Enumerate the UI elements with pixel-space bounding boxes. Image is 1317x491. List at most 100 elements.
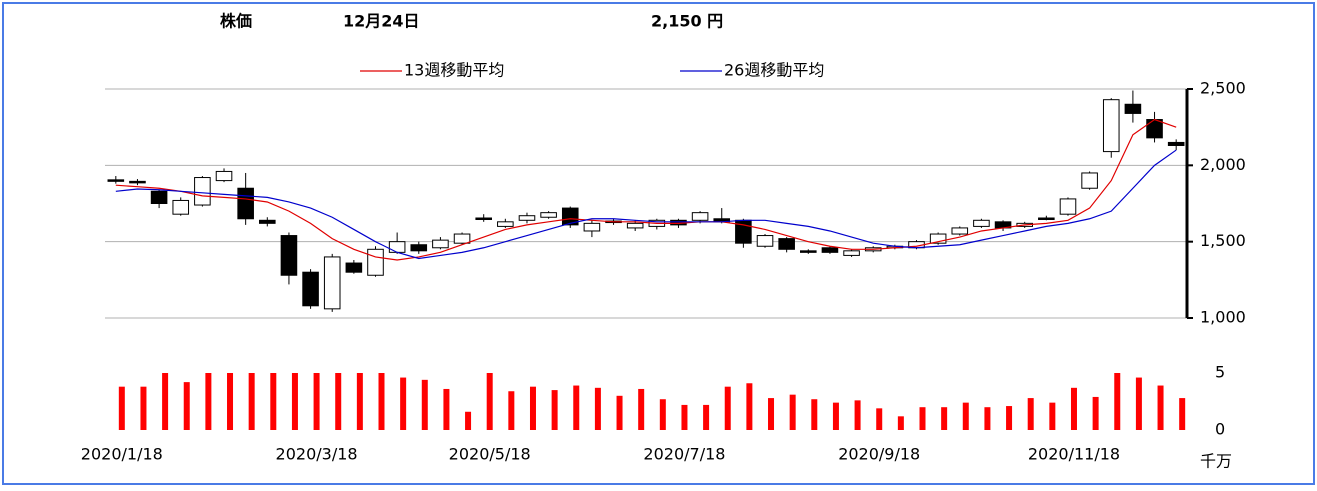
moving-average — [115, 149, 1177, 260]
price: 2,150 円 — [651, 12, 723, 31]
candle-body — [302, 271, 319, 307]
legend-label: 26週移動平均 — [724, 61, 824, 80]
volume-bar — [876, 408, 883, 430]
volume-bar — [248, 373, 255, 430]
x-tick-label: 2020/1/18 — [81, 445, 163, 464]
y-tick-label: 1,000 — [1200, 308, 1246, 327]
volume-bar — [1114, 373, 1121, 430]
candle-body — [237, 187, 254, 220]
volume-bar — [529, 386, 536, 430]
volume-bar — [443, 388, 450, 430]
volume-bar — [400, 377, 407, 430]
candle-body — [583, 222, 601, 232]
unit-label: 千万 — [1200, 452, 1232, 471]
candle-body — [280, 235, 298, 276]
x-tick-label: 2020/3/18 — [276, 445, 358, 464]
candle-body — [497, 221, 514, 227]
volume-bar — [1027, 398, 1034, 430]
candle-body — [259, 219, 276, 224]
volume-bar — [270, 373, 277, 430]
volume-bar — [897, 416, 904, 430]
candle-body — [410, 244, 428, 252]
moving-average — [115, 118, 1177, 261]
candle-body — [172, 199, 190, 215]
candle-body — [691, 212, 709, 221]
volume-bar — [919, 407, 926, 430]
x-tick-label: 2020/5/18 — [449, 445, 531, 464]
candle-body — [778, 238, 795, 250]
volume-bar — [508, 391, 515, 430]
candle-body — [194, 177, 211, 206]
candle-body — [215, 170, 233, 182]
candle-body — [843, 250, 860, 256]
volume-bar — [789, 394, 796, 430]
legend-label: 13週移動平均 — [404, 61, 504, 80]
candle-body — [1081, 172, 1098, 189]
volume-bar — [118, 386, 125, 430]
volume-bar — [335, 373, 342, 430]
date: 12月24日 — [343, 12, 420, 31]
volume-bar — [140, 386, 147, 430]
candle-body — [1102, 99, 1120, 153]
candle-body — [540, 212, 557, 218]
volume-bar — [616, 395, 623, 430]
candle-body — [951, 227, 969, 235]
volume-bar — [378, 373, 385, 430]
candle-body — [518, 215, 536, 221]
volume-bar — [962, 402, 969, 430]
chart-title: 株価 — [220, 12, 252, 31]
volume-bar — [854, 400, 861, 430]
candle-body — [453, 233, 471, 244]
x-tick-label: 2020/7/18 — [643, 445, 725, 464]
volume-bar — [594, 387, 601, 430]
volume-bar — [205, 373, 212, 430]
candle-body — [323, 256, 341, 310]
candle-body — [129, 180, 146, 184]
x-tick-label: 2020/11/18 — [1028, 445, 1120, 464]
candle-body — [821, 247, 839, 253]
candle-body — [800, 250, 817, 253]
candle-body — [388, 241, 406, 253]
candle-body — [345, 262, 363, 273]
candle-body — [150, 190, 168, 204]
candle-body — [475, 217, 492, 221]
y-tick-label: 5 — [1215, 363, 1225, 382]
candle-body — [1146, 119, 1163, 139]
candle-body — [1167, 141, 1185, 146]
candle-body — [626, 222, 644, 229]
volume-bar — [768, 398, 775, 430]
candle-body — [367, 248, 384, 276]
volume-bar — [313, 373, 320, 430]
candle-body — [107, 179, 125, 182]
volume-bar — [465, 411, 472, 430]
candle-body — [432, 239, 449, 249]
x-tick-label: 2020/9/18 — [838, 445, 920, 464]
volume-bar — [1070, 387, 1077, 430]
y-tick-label: 2,500 — [1200, 79, 1246, 98]
volume-bar — [1049, 402, 1056, 430]
volume-bar — [1179, 398, 1186, 430]
volume-bar — [486, 373, 493, 430]
volume-bar — [1157, 385, 1164, 430]
volume-bar — [941, 407, 948, 430]
y-tick-label: 2,000 — [1200, 155, 1246, 174]
candle-body — [973, 219, 990, 227]
volume-bar — [421, 379, 428, 430]
volume-bar — [227, 373, 234, 430]
candle-body — [756, 235, 774, 247]
candle-body — [1124, 103, 1142, 114]
candle-body — [1059, 198, 1077, 215]
volume-bar — [659, 399, 666, 430]
y-tick-label: 1,500 — [1200, 231, 1246, 250]
candle-body — [561, 207, 579, 226]
volume-bar — [291, 373, 298, 430]
volume-bar — [746, 383, 753, 430]
volume-bar — [162, 373, 169, 430]
volume-bar — [681, 404, 688, 430]
volume-bar — [551, 390, 558, 430]
volume-bar — [811, 399, 818, 430]
volume-bar — [724, 386, 731, 430]
volume-bar — [1135, 377, 1142, 430]
candle-body — [1038, 217, 1055, 221]
